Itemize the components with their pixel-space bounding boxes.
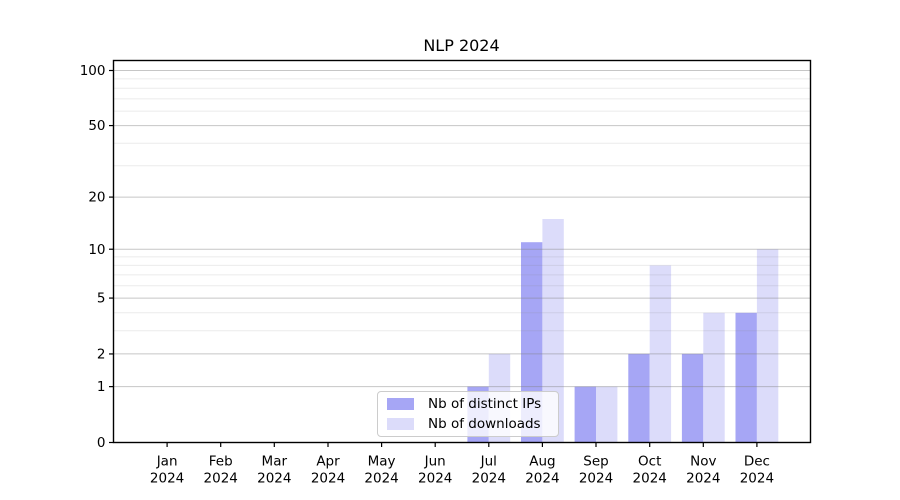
y-tick-label: 5 <box>97 291 106 307</box>
x-tick-label: Sep 2024 <box>579 454 613 487</box>
legend-label: Nb of distinct IPs <box>428 396 542 413</box>
x-tick-label: Feb 2024 <box>204 454 238 487</box>
x-axis: Jan 2024 Feb 2024 Mar 2024 Apr 2024 May 2024 Jun 20… <box>150 442 774 487</box>
legend: Nb of distinct IPs Nb of downloads <box>377 391 559 437</box>
y-tick-label: 2 <box>97 347 106 363</box>
y-tick-label: 0 <box>97 435 106 451</box>
legend-swatch-distinct-ips <box>387 398 414 411</box>
bar <box>681 353 704 443</box>
x-tick-label: Mar 2024 <box>257 454 291 487</box>
x-tick-label: Jan 2024 <box>150 454 184 487</box>
bar <box>735 312 757 443</box>
x-tick-label: May 2024 <box>364 454 398 487</box>
y-tick-label: 100 <box>80 63 106 79</box>
x-tick-label: Apr 2024 <box>311 454 345 487</box>
x-tick-label: Jun 2024 <box>418 454 452 487</box>
chart-title: NLP 2024 <box>423 36 500 55</box>
bar <box>574 386 596 443</box>
bar <box>628 353 650 443</box>
x-tick-label: Nov 2024 <box>686 454 720 487</box>
bar <box>596 386 618 443</box>
y-tick-label: 20 <box>88 190 105 206</box>
legend-swatch-downloads <box>387 417 414 430</box>
x-tick-label: Aug 2024 <box>525 454 559 487</box>
legend-label: Nb of downloads <box>428 415 541 432</box>
bar <box>542 219 564 443</box>
x-tick-label: Jul 2024 <box>472 454 506 487</box>
gridlines <box>113 70 811 388</box>
legend-item-downloads: Nb of downloads <box>386 416 550 433</box>
y-tick-label: 50 <box>88 118 105 134</box>
x-tick-label: Dec 2024 <box>740 454 774 487</box>
plot-frame <box>112 59 812 444</box>
legend-item-distinct-ips: Nb of distinct IPs <box>386 396 550 413</box>
y-axis: 0 1 2 5 10 20 50 100 <box>80 63 114 451</box>
x-tick-label: Oct 2024 <box>633 454 667 487</box>
y-tick-label: 10 <box>88 242 105 258</box>
bar <box>649 265 672 443</box>
bar <box>756 249 779 443</box>
y-tick-label: 1 <box>97 379 106 395</box>
bar <box>703 312 725 443</box>
